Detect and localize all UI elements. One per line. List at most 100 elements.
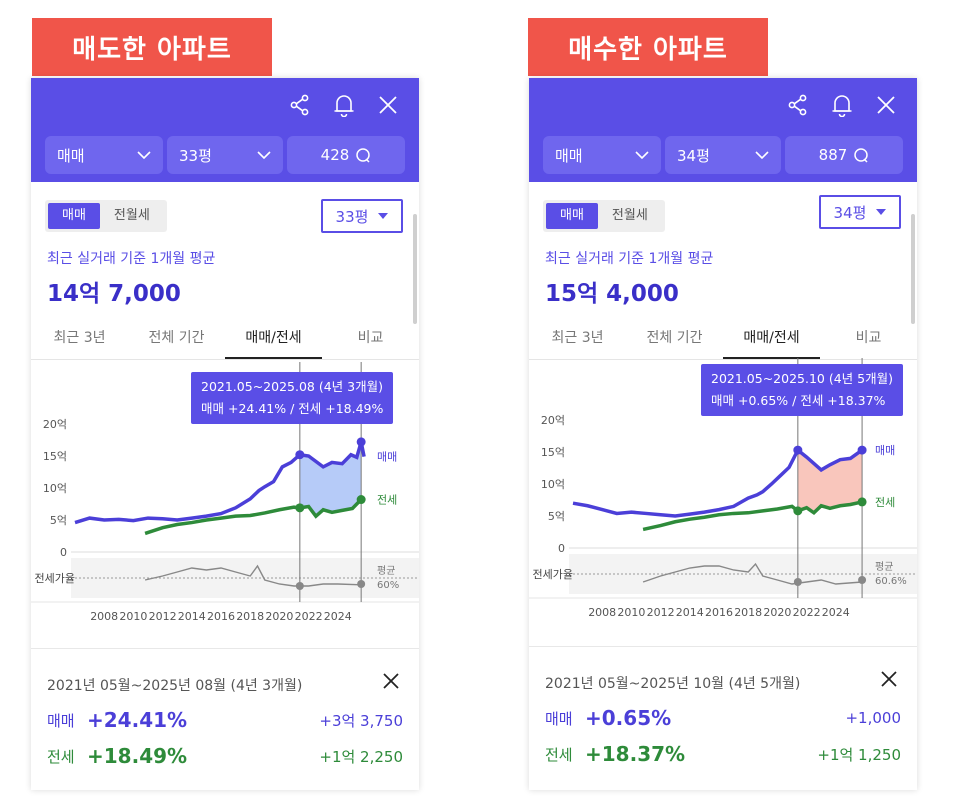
summary-sale-label: 매매 — [545, 709, 573, 728]
summary-sale-label: 매매 — [47, 711, 75, 730]
summary-rent-pct: +18.37% — [585, 742, 686, 766]
ratio-series-line — [642, 562, 863, 585]
x-tick-label: 2018 — [236, 610, 264, 623]
size-select[interactable]: 34평 — [665, 136, 781, 174]
trade-type-value: 매매 — [57, 146, 85, 165]
price-caption: 최근 실거래 기준 1개월 평균 — [47, 251, 216, 267]
range-tooltip: 2021.05~2025.08 (4년 3개월) 매매 +24.41% / 전세 … — [191, 372, 394, 424]
y-tick-label: 10억 — [541, 478, 565, 491]
tab-0[interactable]: 최근 3년 — [53, 330, 106, 346]
chevron-down-icon — [755, 151, 769, 159]
tab-1[interactable]: 전체 기간 — [646, 330, 703, 346]
sale-series-line — [74, 441, 366, 525]
ratio-avg-label: 평균 — [377, 565, 395, 577]
comment-count: 887 — [818, 146, 848, 164]
apartment-panel-sold: 매매 33평 428 매매 전월세 33평 최근 실거래 기준 1개월 평균 1… — [31, 78, 419, 790]
summary-rent-label: 전세 — [545, 745, 573, 764]
x-tick-label: 2020 — [265, 610, 293, 623]
tooltip-period: 2021.05~2025.10 (4년 5개월) — [711, 371, 893, 386]
x-tick-label: 2008 — [90, 610, 118, 623]
average-price: 14억 7,000 — [47, 281, 181, 307]
x-tick-label: 2010 — [617, 606, 645, 619]
range-summary: 2021년 05월~2025년 10월 (4년 5개월) 매매 +0.65% +… — [529, 646, 917, 790]
panel-header: 매매 33평 428 — [31, 78, 419, 182]
comment-count-button[interactable]: 428 — [287, 136, 405, 174]
tab-0[interactable]: 최근 3년 — [551, 330, 604, 346]
sale-end-point — [356, 437, 366, 447]
share-icon[interactable] — [785, 92, 811, 118]
x-tick-label: 2016 — [207, 610, 235, 623]
summary-sale-row: 매매 +24.41% +3억 3,750 — [47, 705, 403, 735]
ratio-avg-value: 60% — [377, 580, 399, 591]
y-tick-label: 15억 — [541, 446, 565, 459]
close-icon[interactable] — [873, 92, 899, 118]
toggle-sale[interactable]: 매매 — [48, 203, 100, 229]
sale-end-point — [857, 445, 867, 455]
rent-series-label: 전세 — [875, 496, 895, 509]
tooltip-detail: 매매 +24.41% / 전세 +18.49% — [201, 401, 384, 416]
scrollbar[interactable] — [911, 214, 915, 324]
toggle-rent[interactable]: 전월세 — [611, 208, 648, 223]
toggle-rent[interactable]: 전월세 — [113, 208, 150, 223]
bell-icon[interactable] — [829, 92, 855, 118]
size-dropdown-button[interactable]: 33평 — [321, 199, 403, 233]
ratio-start-point — [295, 582, 304, 590]
size-select[interactable]: 33평 — [167, 136, 283, 174]
chevron-down-icon — [257, 151, 271, 159]
y-tick-label: 20억 — [43, 418, 67, 431]
x-tick-label: 2008 — [588, 606, 616, 619]
rent-end-point — [857, 497, 867, 507]
share-icon[interactable] — [287, 92, 313, 118]
summary-rent-amount: +1억 2,250 — [319, 747, 403, 766]
size-value: 34평 — [677, 146, 710, 165]
comment-icon — [356, 148, 371, 163]
x-tick-label: 2012 — [149, 610, 177, 623]
sale-series-line — [572, 447, 864, 518]
x-tick-label: 2010 — [119, 610, 147, 623]
scrollbar[interactable] — [413, 214, 417, 324]
chevron-down-icon — [137, 151, 151, 159]
summary-close-icon[interactable] — [877, 667, 901, 691]
trade-type-select[interactable]: 매매 — [543, 136, 661, 174]
toggle-sale[interactable]: 매매 — [546, 203, 598, 229]
y-tick-label: 10억 — [43, 482, 67, 495]
tab-3[interactable]: 비교 — [357, 330, 384, 346]
comment-count: 428 — [320, 146, 350, 164]
average-price: 15억 4,000 — [545, 281, 679, 307]
rent-start-point — [295, 503, 305, 513]
x-tick-label: 2022 — [793, 606, 821, 619]
period-tabs: 최근 3년 전체 기간 매매/전세 비교 — [31, 318, 419, 360]
comment-count-button[interactable]: 887 — [785, 136, 903, 174]
sale-series-label: 매매 — [377, 451, 397, 464]
summary-sale-row: 매매 +0.65% +1,000 — [545, 703, 901, 733]
close-icon[interactable] — [375, 92, 401, 118]
tab-1[interactable]: 전체 기간 — [148, 330, 205, 346]
size-dropdown-button[interactable]: 34평 — [819, 195, 901, 229]
trade-type-select[interactable]: 매매 — [45, 136, 163, 174]
x-tick-label: 2024 — [324, 610, 352, 623]
tab-2[interactable]: 매매/전세 — [723, 318, 820, 359]
summary-rent-row: 전세 +18.37% +1억 1,250 — [545, 739, 901, 769]
x-tick-label: 2020 — [763, 606, 791, 619]
summary-rent-pct: +18.49% — [87, 744, 188, 768]
apartment-panel-bought: 매매 34평 887 매매 전월세 34평 최근 실거래 기준 1개월 평균 1… — [529, 78, 917, 790]
trade-toggle: 매매 전월세 — [543, 200, 665, 232]
summary-rent-label: 전세 — [47, 747, 75, 766]
summary-sale-amount: +1,000 — [845, 709, 901, 727]
size-dropdown-label: 33평 — [335, 207, 369, 226]
tooltip-detail: 매매 +0.65% / 전세 +18.37% — [711, 393, 886, 408]
range-summary: 2021년 05월~2025년 08월 (4년 3개월) 매매 +24.41% … — [31, 648, 419, 790]
summary-close-icon[interactable] — [379, 669, 403, 693]
bell-icon[interactable] — [331, 92, 357, 118]
sale-start-point — [295, 450, 305, 460]
tab-2[interactable]: 매매/전세 — [225, 318, 322, 359]
trade-type-value: 매매 — [555, 146, 583, 165]
tooltip-period: 2021.05~2025.08 (4년 3개월) — [201, 379, 383, 394]
x-tick-label: 2012 — [647, 606, 675, 619]
price-caption: 최근 실거래 기준 1개월 평균 — [545, 251, 714, 267]
y-tick-label: 5억 — [50, 514, 67, 527]
tab-3[interactable]: 비교 — [855, 330, 882, 346]
caret-down-icon — [876, 209, 887, 215]
